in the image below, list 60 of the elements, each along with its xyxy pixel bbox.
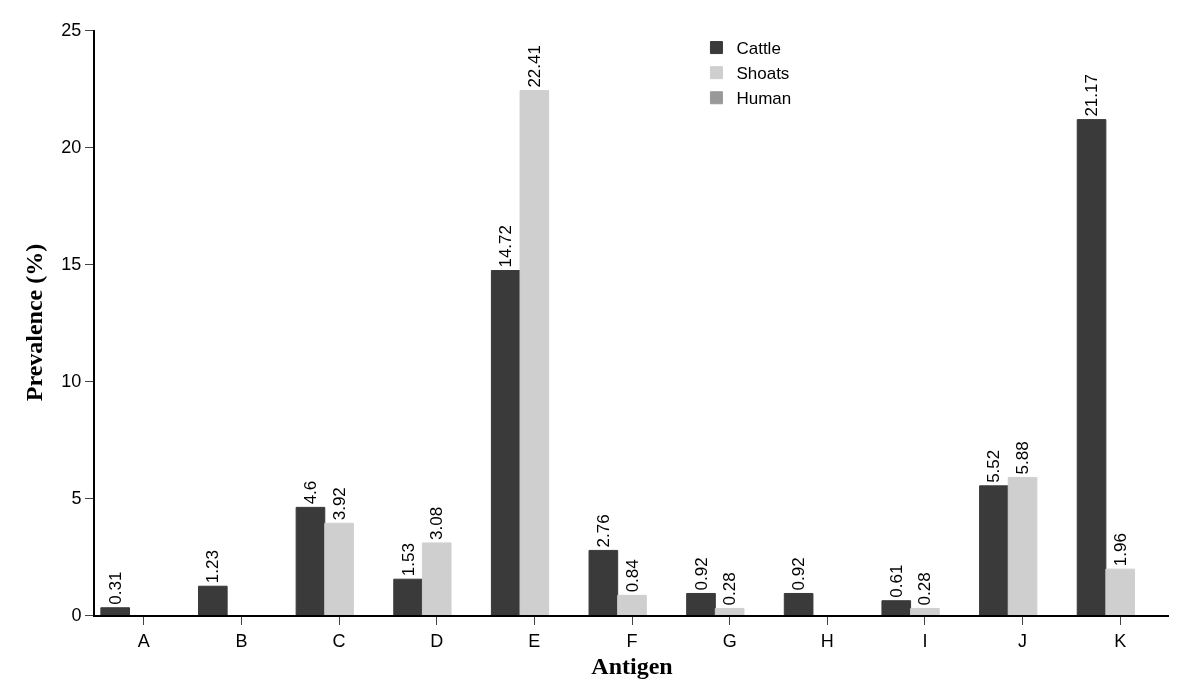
x-tick-label: H <box>820 630 834 651</box>
y-tick-label: 5 <box>71 488 82 509</box>
y-tick-label: 10 <box>61 371 82 392</box>
data-label: 1.23 <box>203 550 223 584</box>
legend-label: Shoats <box>736 64 790 84</box>
x-tick-label: C <box>332 630 346 651</box>
bar <box>783 592 814 615</box>
y-tick-label: 25 <box>61 20 82 41</box>
x-tick-label: E <box>528 630 541 651</box>
data-label: 3.08 <box>427 506 447 540</box>
y-tick-label: 15 <box>61 254 82 275</box>
data-label: 0.84 <box>622 559 642 593</box>
data-label: 2.76 <box>593 514 613 548</box>
data-label: 3.92 <box>329 487 349 521</box>
x-tick-label: G <box>722 630 737 651</box>
data-label: 21.17 <box>1082 74 1102 117</box>
data-label: 0.28 <box>915 572 935 606</box>
bar <box>910 607 940 615</box>
data-label: 4.6 <box>300 480 320 505</box>
bar <box>490 270 521 615</box>
bar <box>324 522 354 615</box>
y-axis-title: Prevalence (%) <box>20 243 47 402</box>
x-axis-title: Antigen <box>591 653 673 680</box>
data-label: 0.28 <box>720 572 740 606</box>
bar <box>588 549 619 615</box>
bar <box>197 585 228 615</box>
data-label: 0.31 <box>105 571 125 605</box>
bar <box>881 600 912 615</box>
bar <box>421 542 452 615</box>
bar <box>617 594 647 615</box>
legend-label: Human <box>736 89 792 109</box>
data-label: 14.72 <box>496 225 516 268</box>
bar <box>519 90 550 615</box>
bar <box>393 578 423 615</box>
bar <box>1007 476 1038 615</box>
x-tick-label: D <box>430 630 444 651</box>
bar <box>1105 568 1135 615</box>
x-tick-label: I <box>922 630 928 651</box>
y-tick-label: 0 <box>71 605 82 626</box>
legend-label: Cattle <box>736 39 781 59</box>
data-label: 0.92 <box>691 557 711 591</box>
bar <box>686 592 716 615</box>
bar <box>295 506 326 615</box>
data-label: 5.52 <box>984 449 1004 483</box>
data-label: 1.53 <box>398 543 418 577</box>
x-tick-label: B <box>235 630 248 651</box>
data-label: 5.88 <box>1013 441 1033 475</box>
y-tick-label: 20 <box>61 137 82 158</box>
data-label: 22.41 <box>524 45 544 88</box>
x-tick-label: K <box>1114 630 1127 651</box>
x-tick-label: A <box>137 630 150 651</box>
data-label: 0.92 <box>789 557 809 591</box>
x-tick-label: J <box>1018 630 1028 651</box>
data-label: 0.61 <box>886 564 906 598</box>
bar <box>979 485 1009 615</box>
x-tick-label: F <box>626 630 638 651</box>
bar <box>100 607 130 615</box>
bar <box>1076 119 1107 615</box>
data-label: 1.96 <box>1110 533 1130 567</box>
bar <box>714 607 745 615</box>
